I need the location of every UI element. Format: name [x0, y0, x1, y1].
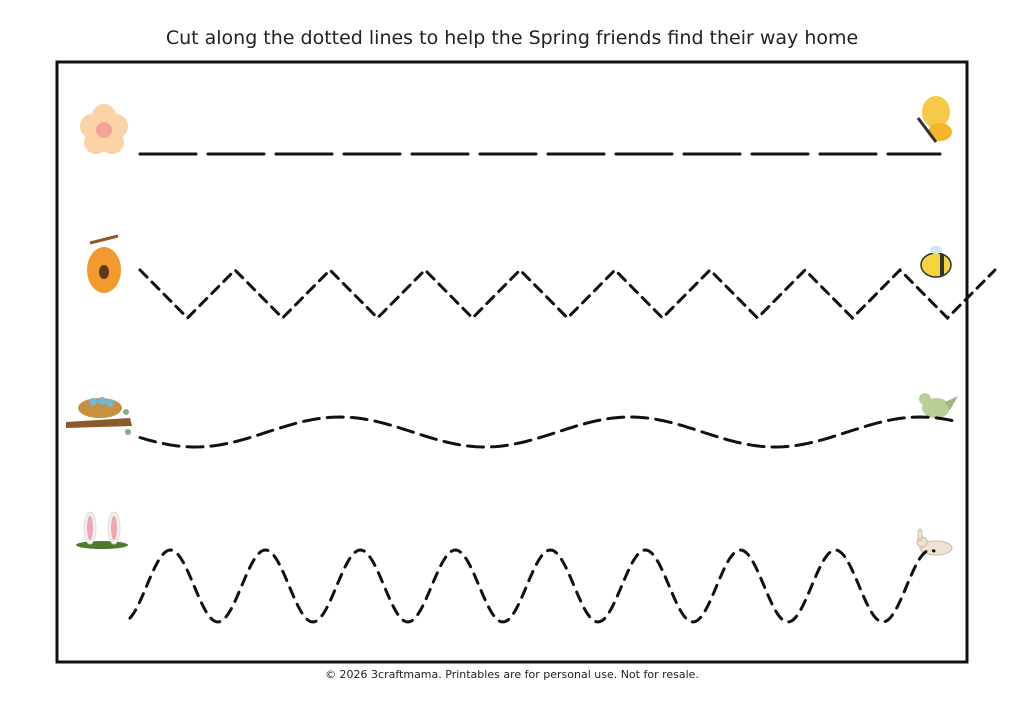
beehive-icon — [87, 234, 121, 293]
zigzag-cut-line — [138, 267, 997, 321]
wave-cut-line — [138, 415, 958, 449]
rabbit-icon — [916, 528, 953, 556]
butterfly-icon — [916, 96, 952, 143]
frame — [55, 60, 969, 664]
bird-icon — [919, 393, 958, 418]
loop-cut-line — [128, 548, 936, 624]
title: Cut along the dotted lines to help the S… — [166, 27, 858, 49]
bee-icon — [920, 246, 952, 278]
flower-icon — [80, 104, 128, 154]
footer: © 2026 3craftmama. Printables are for pe… — [325, 668, 699, 681]
nest-icon — [66, 397, 132, 435]
bunny-ears-icon — [76, 511, 128, 549]
